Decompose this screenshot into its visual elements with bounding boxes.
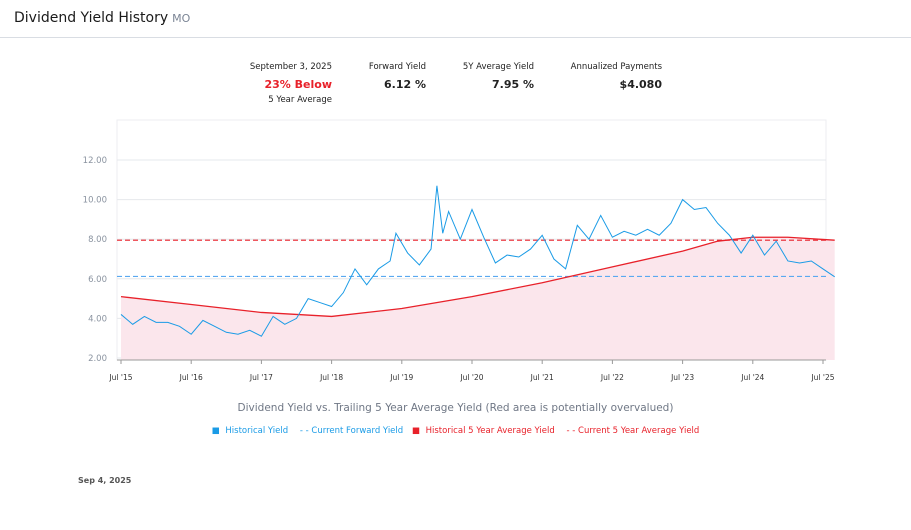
header: Dividend Yield History MO	[0, 0, 911, 38]
x-tick-label: Jul '17	[249, 373, 273, 382]
title-text: Dividend Yield History	[14, 10, 169, 26]
stat-forward-label: Forward Yield	[368, 62, 426, 72]
stat-payments: Annualized Payments $4.080	[571, 62, 662, 91]
stat-forward-value: 6.12 %	[384, 78, 426, 91]
y-tick-label: 6.00	[88, 275, 107, 285]
x-tick-label: Jul '23	[670, 373, 694, 382]
stat-payments-label: Annualized Payments	[570, 62, 662, 72]
stat-relative-sub: 5 Year Average	[268, 95, 332, 105]
stat-avg-label: 5Y Average Yield	[462, 62, 534, 72]
legend-5y-average[interactable]: ■ Historical 5 Year Average Yield	[411, 426, 555, 436]
historical-5y-average-line	[120, 236, 835, 318]
overvalued-area	[121, 237, 835, 360]
x-tick-label: Jul '20	[459, 373, 483, 382]
x-tick-label: Jul '22	[600, 373, 624, 382]
legend-forward-yield[interactable]: - - Current Forward Yield	[299, 426, 404, 436]
yield-chart: 2.00 4.00 6.00 8.00 10.00 12.00 Jul '15 Jul '16…	[83, 119, 835, 382]
legend: ■ Historical Yield - - Current Forward Y…	[0, 426, 911, 436]
y-tick-label: 4.00	[88, 314, 107, 324]
legend-current-5y-average[interactable]: - - Current 5 Year Average Yield	[566, 426, 700, 436]
x-tick-label: Jul '15	[108, 373, 132, 382]
stat-date-label: September 3, 2025	[249, 62, 332, 72]
y-tick-label: 8.00	[88, 235, 107, 245]
x-tick-label: Jul '21	[530, 373, 554, 382]
x-tick-label: Jul '25	[810, 373, 834, 382]
y-tick-label: 12.00	[83, 156, 107, 166]
x-tick-label: Jul '19	[389, 373, 413, 382]
stat-relative-value: 23% Below	[264, 78, 333, 91]
stat-avg-value: 7.95 %	[492, 78, 534, 91]
stat-payments-value: $4.080	[619, 78, 662, 91]
legend-label: Historical Yield	[225, 426, 289, 436]
page-title: Dividend Yield History MO	[14, 10, 190, 26]
y-tick-label: 2.00	[88, 354, 107, 364]
y-tick-label: 10.00	[83, 196, 107, 206]
legend-historical-yield[interactable]: ■ Historical Yield	[211, 426, 289, 436]
stat-forward: Forward Yield 6.12 %	[369, 62, 426, 91]
x-tick-label: Jul '24	[740, 373, 764, 382]
chart-title: Dividend Yield vs. Trailing 5 Year Avera…	[237, 402, 674, 414]
stat-avg: 5Y Average Yield 7.95 %	[463, 62, 534, 91]
x-tick-label: Jul '18	[319, 373, 343, 382]
historical-yield-line	[120, 185, 835, 337]
ticker: MO	[172, 12, 191, 25]
footer-date: Sep 4, 2025	[78, 476, 132, 485]
legend-label: Historical 5 Year Average Yield	[425, 426, 555, 436]
x-tick-label: Jul '16	[179, 373, 203, 382]
stat-date: September 3, 2025 23% Below 5 Year Avera…	[250, 62, 332, 105]
